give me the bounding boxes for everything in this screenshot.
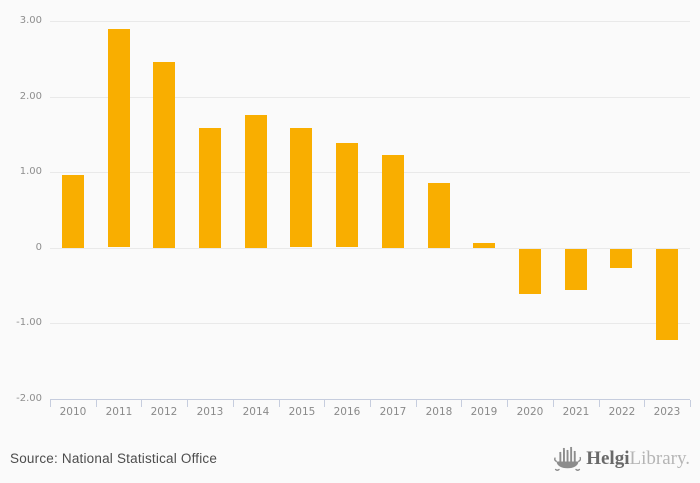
- helgi-library-logo[interactable]: HelgiLibrary.: [554, 446, 690, 472]
- y-gridline: [50, 97, 690, 98]
- y-gridline: [50, 21, 690, 22]
- x-axis-year-label: 2010: [59, 406, 87, 418]
- x-axis-tick: [599, 400, 600, 407]
- x-axis-year-label: 2020: [516, 406, 544, 418]
- chart-footer: Source: National Statistical Office: [0, 435, 700, 483]
- logo-text-library: Library.: [629, 448, 691, 469]
- x-axis-tick: [507, 400, 508, 407]
- source-caption: Source: National Statistical Office: [10, 451, 218, 466]
- x-axis-tick: [324, 400, 325, 407]
- x-axis-tick: [461, 400, 462, 407]
- y-gridline: [50, 323, 690, 324]
- x-axis-year-label: 2015: [288, 406, 316, 418]
- x-axis-year-label: 2022: [608, 406, 636, 418]
- logo-text-helgi: Helgi: [586, 448, 630, 469]
- bar-2021[interactable]: [565, 249, 587, 290]
- x-axis-tick: [370, 400, 371, 407]
- x-axis-year-label: 2018: [425, 406, 453, 418]
- bar-2011[interactable]: [108, 29, 130, 247]
- x-axis-year-label: 2011: [105, 406, 133, 418]
- y-axis-tick-label: 1.00: [19, 166, 42, 177]
- x-axis-year-label: 2012: [150, 406, 178, 418]
- y-gridline: [50, 248, 690, 249]
- bar-2022[interactable]: [610, 249, 632, 268]
- bar-2012[interactable]: [153, 62, 175, 248]
- bar-2010[interactable]: [62, 175, 84, 248]
- x-axis-tick: [187, 400, 188, 407]
- bar-2014[interactable]: [245, 115, 267, 248]
- logo-wordmark: HelgiLibrary.: [586, 446, 690, 472]
- bar-2016[interactable]: [336, 143, 358, 247]
- bar-2013[interactable]: [199, 128, 221, 248]
- x-axis-year-label: 2023: [653, 406, 681, 418]
- x-axis-line: [50, 399, 690, 400]
- x-axis-year-label: 2016: [333, 406, 361, 418]
- bar-2019[interactable]: [473, 243, 495, 248]
- y-gridline: [50, 172, 690, 173]
- bar-2018[interactable]: [428, 183, 450, 248]
- bar-2017[interactable]: [382, 155, 404, 248]
- y-axis-tick-label: -2.00: [16, 393, 42, 404]
- bar-2020[interactable]: [519, 249, 541, 294]
- x-axis-year-label: 2014: [242, 406, 270, 418]
- x-axis-tick: [233, 400, 234, 407]
- y-axis-tick-label: 2.00: [19, 91, 42, 102]
- x-axis-tick: [50, 400, 51, 407]
- y-axis-tick-label: -1.00: [16, 317, 42, 328]
- x-axis-tick: [279, 400, 280, 407]
- x-axis-year-label: 2013: [196, 406, 224, 418]
- x-axis-tick: [553, 400, 554, 407]
- x-axis-year-label: 2021: [562, 406, 590, 418]
- x-axis-tick: [416, 400, 417, 407]
- x-axis-tick: [690, 400, 691, 407]
- y-axis-tick-label: 0: [35, 242, 42, 253]
- x-axis-tick: [141, 400, 142, 407]
- ship-icon: [554, 446, 582, 471]
- x-axis-year-label: 2017: [379, 406, 407, 418]
- x-axis-tick: [96, 400, 97, 407]
- bar-2015[interactable]: [290, 128, 312, 247]
- bar-2023[interactable]: [656, 249, 678, 340]
- x-axis-year-label: 2019: [470, 406, 498, 418]
- x-axis-tick: [644, 400, 645, 407]
- y-axis-tick-label: 3.00: [19, 15, 42, 26]
